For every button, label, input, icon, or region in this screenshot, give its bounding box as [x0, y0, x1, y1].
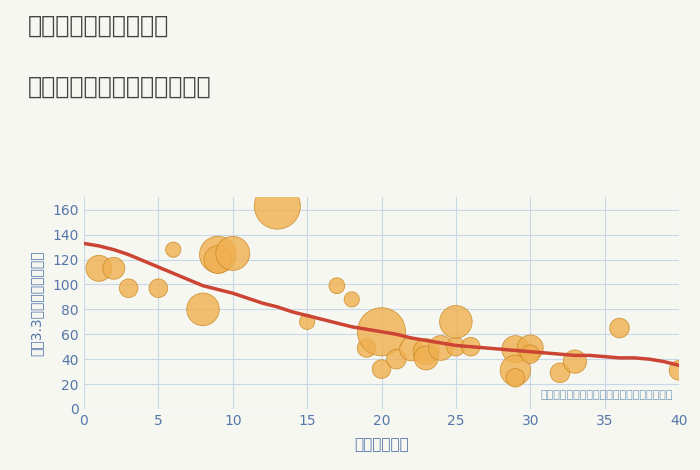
Point: [376, 365, 387, 373]
Point: [272, 203, 283, 210]
Text: 奈良県奈良市古市町の: 奈良県奈良市古市町の: [28, 14, 169, 38]
Point: [331, 282, 342, 290]
Point: [123, 284, 134, 292]
Point: [108, 265, 119, 272]
Point: [93, 265, 104, 272]
X-axis label: 築年数（年）: 築年数（年）: [354, 437, 409, 452]
Point: [227, 250, 238, 257]
Point: [212, 251, 223, 258]
Y-axis label: 坪（3.3㎡）単価（万円）: 坪（3.3㎡）単価（万円）: [29, 251, 43, 356]
Point: [450, 318, 461, 326]
Point: [421, 348, 432, 355]
Point: [510, 345, 521, 353]
Point: [391, 355, 402, 363]
Point: [569, 358, 580, 365]
Point: [465, 343, 476, 351]
Point: [510, 374, 521, 382]
Point: [406, 345, 417, 353]
Point: [614, 324, 625, 332]
Point: [554, 369, 566, 376]
Point: [168, 246, 179, 253]
Text: 築年数別中古マンション価格: 築年数別中古マンション価格: [28, 75, 211, 99]
Point: [302, 318, 313, 326]
Point: [450, 343, 461, 351]
Point: [197, 306, 209, 313]
Point: [376, 328, 387, 336]
Point: [435, 344, 447, 352]
Point: [153, 284, 164, 292]
Point: [525, 344, 536, 352]
Point: [673, 367, 685, 374]
Point: [421, 354, 432, 361]
Point: [361, 344, 372, 352]
Text: 円の大きさは、取引のあった物件面積を示す: 円の大きさは、取引のあった物件面積を示す: [540, 391, 673, 400]
Point: [510, 367, 521, 374]
Point: [525, 351, 536, 358]
Point: [346, 296, 357, 303]
Point: [212, 256, 223, 263]
